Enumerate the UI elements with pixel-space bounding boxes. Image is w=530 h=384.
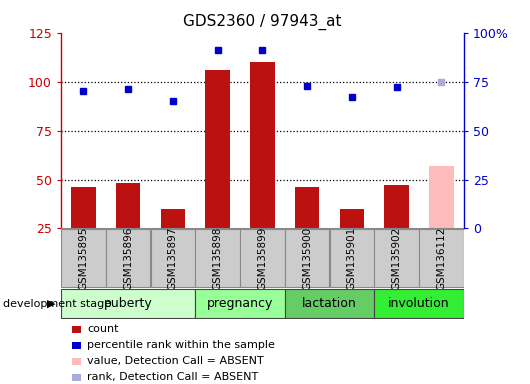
FancyBboxPatch shape	[285, 289, 374, 318]
Text: GSM135899: GSM135899	[258, 227, 267, 290]
Text: involution: involution	[388, 297, 450, 310]
Text: GSM135902: GSM135902	[392, 227, 402, 290]
Text: development stage: development stage	[3, 299, 111, 309]
FancyBboxPatch shape	[195, 229, 240, 287]
Bar	[205, 70, 230, 228]
Text: GSM135896: GSM135896	[123, 227, 133, 290]
Text: value, Detection Call = ABSENT: value, Detection Call = ABSENT	[87, 356, 264, 366]
FancyBboxPatch shape	[61, 289, 195, 318]
Text: GSM135898: GSM135898	[213, 227, 223, 290]
Text: percentile rank within the sample: percentile rank within the sample	[87, 340, 275, 350]
Bar	[429, 166, 454, 228]
Text: rank, Detection Call = ABSENT: rank, Detection Call = ABSENT	[87, 372, 259, 382]
Bar	[116, 184, 140, 228]
Text: GSM135901: GSM135901	[347, 227, 357, 290]
Bar	[295, 187, 320, 228]
FancyBboxPatch shape	[151, 229, 195, 287]
Bar	[71, 187, 95, 228]
Text: GSM135900: GSM135900	[302, 227, 312, 290]
FancyBboxPatch shape	[106, 229, 151, 287]
FancyBboxPatch shape	[374, 289, 464, 318]
Text: lactation: lactation	[302, 297, 357, 310]
Text: count: count	[87, 324, 119, 334]
FancyBboxPatch shape	[419, 229, 464, 287]
FancyBboxPatch shape	[285, 229, 330, 287]
FancyBboxPatch shape	[61, 229, 105, 287]
Bar	[250, 62, 275, 228]
FancyBboxPatch shape	[195, 289, 285, 318]
Text: GSM135895: GSM135895	[78, 227, 89, 290]
Text: pregnancy: pregnancy	[207, 297, 273, 310]
FancyBboxPatch shape	[374, 229, 419, 287]
Text: GSM135897: GSM135897	[168, 227, 178, 290]
Bar	[161, 209, 185, 228]
Bar	[340, 209, 364, 228]
Text: puberty: puberty	[104, 297, 153, 310]
FancyBboxPatch shape	[330, 229, 374, 287]
Title: GDS2360 / 97943_at: GDS2360 / 97943_at	[183, 14, 342, 30]
Text: GSM136112: GSM136112	[436, 227, 446, 290]
Text: ▶: ▶	[47, 299, 56, 309]
Bar	[384, 185, 409, 228]
FancyBboxPatch shape	[240, 229, 285, 287]
